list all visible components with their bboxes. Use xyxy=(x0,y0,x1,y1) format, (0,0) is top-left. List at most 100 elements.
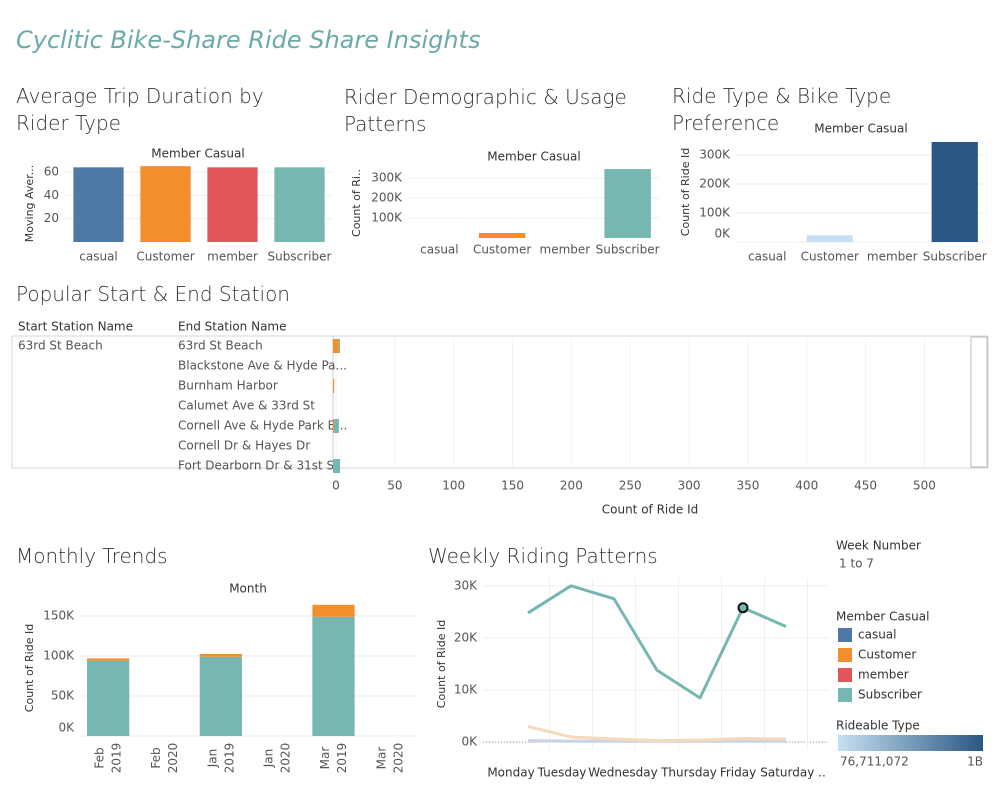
filter-value: 1 to 7 xyxy=(839,557,874,571)
x-tick-label: 2020 xyxy=(279,743,293,774)
column-header: Member Casual xyxy=(814,122,907,136)
x-tick-label: 2020 xyxy=(166,743,180,774)
row-label: Cornell Dr & Hayes Dr xyxy=(178,439,310,453)
column-header: Member Casual xyxy=(487,150,580,164)
x-tick-label: Customer xyxy=(473,243,531,257)
bar-segment xyxy=(333,339,339,353)
x-tick-label: Subscriber xyxy=(268,250,332,264)
bar xyxy=(207,167,258,242)
x-tick-label: Tuesday xyxy=(537,766,587,780)
x-tick-label: Subscriber xyxy=(923,250,987,264)
bar xyxy=(140,166,191,242)
y-axis-label: Count of Ri.. xyxy=(350,169,363,237)
x-tick-label: Jan xyxy=(262,749,276,769)
y-tick-label: 100K xyxy=(699,206,731,220)
y-tick-label: 0K xyxy=(461,735,478,749)
bar-segment xyxy=(199,656,242,736)
x-tick-label: 2020 xyxy=(391,743,405,774)
x-tick-label: 500 xyxy=(913,479,936,493)
x-tick-label: 300 xyxy=(678,479,701,493)
y-tick-label: 100K xyxy=(43,649,75,663)
x-tick-label: Mar xyxy=(318,747,332,770)
table-border xyxy=(11,335,989,469)
x-tick-label: Jan xyxy=(205,749,219,769)
x-tick-label: Monday xyxy=(487,766,534,780)
legend-swatch xyxy=(838,648,852,662)
x-tick-label: 2019 xyxy=(110,743,124,774)
y-tick-label: 300K xyxy=(371,171,403,185)
column-header: End Station Name xyxy=(178,320,287,334)
chart-title: Rider Demographic & Usage Patterns xyxy=(344,85,627,136)
row-label: Cornell Ave & Hyde Park B... xyxy=(178,419,347,433)
legend-swatch xyxy=(838,688,852,702)
chart-title: Popular Start & End Station xyxy=(16,282,290,306)
x-tick-label: Customer xyxy=(136,250,194,264)
x-tick-label: 450 xyxy=(854,479,877,493)
bar xyxy=(931,142,978,242)
y-tick-label: 60 xyxy=(44,165,59,179)
x-tick-label: member xyxy=(867,250,918,264)
x-tick-label: 50 xyxy=(387,479,402,493)
y-tick-label: 200K xyxy=(699,177,731,191)
y-tick-label: 20K xyxy=(454,630,478,644)
row-label: Burnham Harbor xyxy=(178,379,278,393)
legend-label: Customer xyxy=(858,648,916,662)
x-tick-label: Wednesday xyxy=(588,766,657,780)
x-tick-label: 0 xyxy=(332,479,340,493)
x-tick-label: 2019 xyxy=(222,743,236,774)
legend-label: Subscriber xyxy=(858,688,922,702)
x-tick-label: member xyxy=(540,243,591,257)
legend-title: Rideable Type xyxy=(836,719,920,733)
bar-segment xyxy=(333,419,335,433)
chart-title: Ride Type & Bike Type Preference xyxy=(672,84,892,135)
bar-segment xyxy=(334,419,339,433)
y-tick-label: 0K xyxy=(58,721,75,735)
legend-label: member xyxy=(858,668,909,682)
bar xyxy=(478,233,526,238)
legend-title: Member Casual xyxy=(836,610,929,624)
x-axis-label: Count of Ride Id xyxy=(602,503,698,517)
y-tick-label: 40 xyxy=(44,188,59,202)
x-tick-label: Friday xyxy=(720,766,756,780)
line xyxy=(527,725,787,743)
row-label: Calumet Ave & 33rd St xyxy=(178,399,315,413)
y-tick-label: 10K xyxy=(454,683,478,697)
x-tick-label: 350 xyxy=(736,479,759,493)
x-tick-label: Customer xyxy=(801,250,859,264)
color-ramp xyxy=(838,735,983,751)
chart-title: Weekly Riding Patterns xyxy=(428,544,658,568)
x-tick-label: Mar xyxy=(374,747,388,770)
line xyxy=(527,584,787,700)
start-station: 63rd St Beach xyxy=(18,339,103,353)
x-tick-label: Saturday .. xyxy=(760,766,826,780)
row-label: Fort Dearborn Dr & 31st St xyxy=(178,459,339,473)
bar-segment xyxy=(333,459,341,473)
y-tick-label: 20 xyxy=(44,211,59,225)
bar-segment xyxy=(312,604,355,617)
ramp-label: 76,711,072 xyxy=(840,755,909,769)
x-tick-label: member xyxy=(207,250,258,264)
y-tick-label: 100K xyxy=(371,211,403,225)
bar xyxy=(274,167,325,242)
x-tick-label: Feb xyxy=(149,747,163,768)
y-axis-label: Count of Ride Id xyxy=(23,624,36,712)
x-tick-label: 250 xyxy=(619,479,642,493)
chart-title: Monthly Trends xyxy=(16,544,168,568)
y-axis-label: Count of Ride Id xyxy=(435,620,448,708)
legend-title: Week Number xyxy=(836,539,921,553)
selected-point xyxy=(737,602,749,614)
y-tick-label: 300K xyxy=(699,148,731,162)
bar xyxy=(73,167,124,242)
y-tick-label: 30K xyxy=(454,578,478,592)
bar-segment xyxy=(312,616,355,736)
column-header: Month xyxy=(229,582,267,596)
bar xyxy=(604,169,651,238)
x-tick-label: Subscriber xyxy=(596,243,660,257)
legend-swatch xyxy=(838,668,852,682)
legend-label: casual xyxy=(858,628,897,642)
row-label: Blackstone Ave & Hyde Pa... xyxy=(178,359,347,373)
column-header: Member Casual xyxy=(151,147,244,161)
bar-segment xyxy=(199,654,242,657)
bar-segment xyxy=(338,339,341,353)
scrollbar xyxy=(970,336,988,468)
